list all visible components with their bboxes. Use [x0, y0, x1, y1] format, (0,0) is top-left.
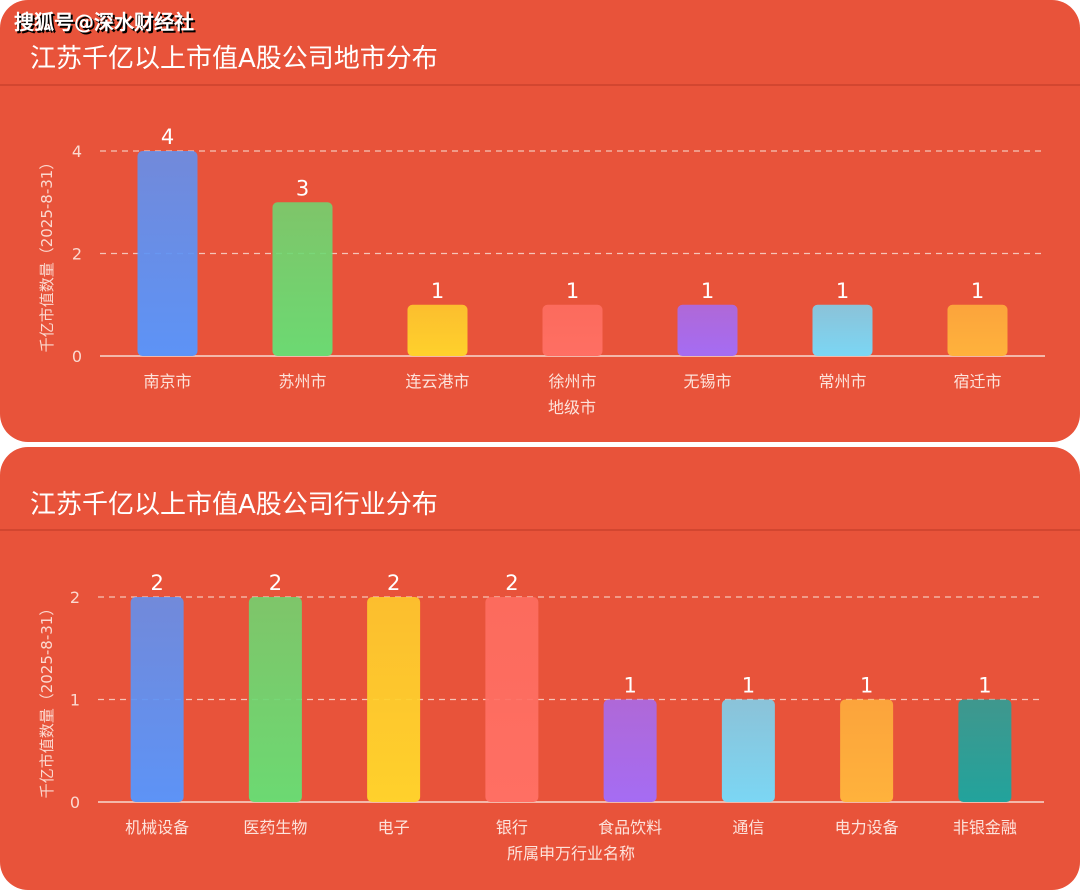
- y-tick-label: 1: [70, 691, 80, 710]
- bar-徐州市: [542, 304, 603, 356]
- data-label: 1: [623, 674, 636, 698]
- bar-电力设备: [840, 699, 894, 802]
- data-label: 1: [701, 279, 714, 303]
- y-tick-label: 0: [72, 347, 82, 366]
- bar-医药生物: [248, 597, 302, 802]
- bar-苏州市: [272, 202, 333, 356]
- divider: [0, 529, 1080, 531]
- data-label: 2: [505, 571, 518, 595]
- bar-无锡市: [677, 304, 738, 356]
- x-tick-label: 银行: [496, 818, 528, 837]
- bar-非银金融: [958, 699, 1012, 802]
- data-label: 2: [269, 571, 282, 595]
- y-tick-label: 0: [70, 793, 80, 812]
- x-tick-label: 徐州市: [548, 372, 596, 391]
- data-label: 3: [296, 176, 309, 200]
- x-tick-label: 食品饮料: [598, 818, 662, 837]
- x-axis-label: 所属申万行业名称: [507, 844, 635, 863]
- chart-title: 江苏千亿以上市值A股公司行业分布: [30, 490, 438, 520]
- bar-宿迁市: [947, 304, 1008, 356]
- data-label: 2: [387, 571, 400, 595]
- x-tick-label: 医药生物: [243, 818, 307, 837]
- data-label: 1: [971, 279, 984, 303]
- x-tick-label: 常州市: [818, 372, 866, 391]
- chart-title: 江苏千亿以上市值A股公司地市分布: [30, 44, 438, 74]
- data-label: 4: [161, 125, 174, 149]
- city-distribution-panel: 江苏千亿以上市值A股公司地市分布 0 2 4 千亿市值数量（2025-8-31） 4 南京…: [0, 0, 1080, 442]
- x-tick-label: 无锡市: [683, 372, 731, 391]
- bar-通信: [721, 699, 775, 802]
- y-axis-label: 千亿市值数量（2025-8-31）: [38, 155, 56, 353]
- x-tick-label: 苏州市: [278, 372, 326, 391]
- divider: [0, 84, 1080, 86]
- x-tick-label: 南京市: [143, 372, 191, 391]
- y-tick-label: 4: [72, 142, 82, 161]
- y-tick-label: 2: [72, 245, 82, 264]
- watermark: 搜狐号@深水财经社: [14, 10, 194, 34]
- data-label: 1: [742, 674, 755, 698]
- data-label: 1: [978, 674, 991, 698]
- industry-bar-chart: 0 1 2 千亿市值数量（2025-8-31） 2 机械设备 2 医药生物 2 电子 2 银行 1 食品饮…: [38, 571, 1044, 863]
- data-label: 1: [860, 674, 873, 698]
- industry-distribution-panel: 江苏千亿以上市值A股公司行业分布 0 1 2 千亿市值数量（2025-8-31） 2 机械…: [0, 447, 1080, 890]
- data-label: 1: [836, 279, 849, 303]
- y-axis-label: 千亿市值数量（2025-8-31）: [38, 601, 56, 799]
- data-label: 1: [431, 279, 444, 303]
- x-tick-label: 机械设备: [125, 818, 189, 837]
- y-tick-label: 2: [70, 588, 80, 607]
- x-tick-label: 通信: [732, 818, 764, 837]
- x-tick-label: 宿迁市: [953, 372, 1001, 391]
- bar-银行: [485, 597, 539, 802]
- x-tick-label: 连云港市: [405, 372, 469, 391]
- x-tick-label: 非银金融: [953, 818, 1017, 837]
- bar-常州市: [812, 304, 873, 356]
- city-bar-chart: 0 2 4 千亿市值数量（2025-8-31） 4 南京市 3 苏州市 1 连云港市 1 徐州市 1 无锡…: [38, 125, 1045, 417]
- x-tick-label: 电子: [378, 818, 410, 837]
- x-axis-label: 地级市: [548, 398, 596, 417]
- bar-食品饮料: [603, 699, 657, 802]
- bar-电子: [367, 597, 421, 802]
- data-label: 2: [150, 571, 163, 595]
- bar-连云港市: [407, 304, 468, 356]
- x-tick-label: 电力设备: [835, 818, 899, 837]
- bar-南京市: [137, 151, 198, 356]
- bar-机械设备: [130, 597, 184, 802]
- data-label: 1: [566, 279, 579, 303]
